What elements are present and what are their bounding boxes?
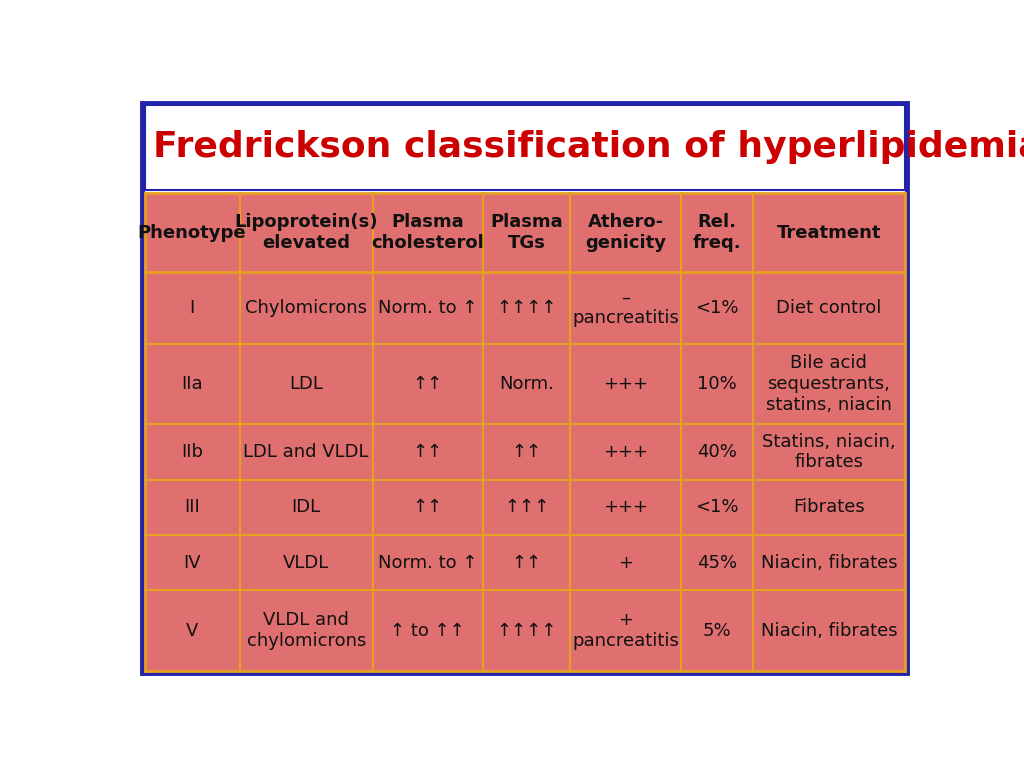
- Text: Norm. to ↑: Norm. to ↑: [378, 299, 477, 317]
- Text: V: V: [186, 622, 199, 640]
- Text: III: III: [184, 498, 200, 516]
- Text: ↑ to ↑↑: ↑ to ↑↑: [390, 622, 465, 640]
- Text: ↑↑↑↑: ↑↑↑↑: [497, 622, 557, 640]
- Text: +: +: [618, 554, 633, 571]
- Text: Fibrates: Fibrates: [793, 498, 865, 516]
- Text: <1%: <1%: [695, 498, 738, 516]
- Text: LDL: LDL: [290, 375, 324, 393]
- Text: I: I: [189, 299, 195, 317]
- Text: Phenotype: Phenotype: [138, 223, 247, 242]
- Text: Norm.: Norm.: [500, 375, 554, 393]
- Text: Treatment: Treatment: [776, 223, 882, 242]
- Text: 5%: 5%: [702, 622, 731, 640]
- Text: Plasma
TGs: Plasma TGs: [490, 214, 563, 252]
- Bar: [144, 104, 905, 190]
- Text: +++: +++: [603, 498, 648, 516]
- Text: VLDL: VLDL: [283, 554, 330, 571]
- Text: 45%: 45%: [696, 554, 737, 571]
- Text: Fredrickson classification of hyperlipidemias: Fredrickson classification of hyperlipid…: [153, 131, 1024, 164]
- Text: Statins, niacin,
fibrates: Statins, niacin, fibrates: [762, 432, 896, 472]
- Text: Chylomicrons: Chylomicrons: [245, 299, 368, 317]
- Text: ↑↑: ↑↑: [413, 375, 443, 393]
- Text: Lipoprotein(s)
elevated: Lipoprotein(s) elevated: [234, 214, 378, 252]
- Text: Norm. to ↑: Norm. to ↑: [378, 554, 477, 571]
- Text: 40%: 40%: [696, 443, 736, 461]
- Text: +
pancreatitis: + pancreatitis: [572, 611, 679, 650]
- Text: Diet control: Diet control: [776, 299, 882, 317]
- Text: 10%: 10%: [697, 375, 736, 393]
- Text: IIa: IIa: [181, 375, 203, 393]
- Text: ↑↑: ↑↑: [512, 554, 542, 571]
- Text: ↑↑↑: ↑↑↑: [504, 498, 550, 516]
- Text: IIb: IIb: [181, 443, 203, 461]
- Text: VLDL and
chylomicrons: VLDL and chylomicrons: [247, 611, 366, 650]
- Text: IV: IV: [183, 554, 201, 571]
- Text: Bile acid
sequestrants,
statins, niacin: Bile acid sequestrants, statins, niacin: [766, 354, 892, 414]
- Text: Niacin, fibrates: Niacin, fibrates: [761, 554, 897, 571]
- Text: Athero-
genicity: Athero- genicity: [585, 214, 666, 252]
- Text: +++: +++: [603, 443, 648, 461]
- Text: Plasma
cholesterol: Plasma cholesterol: [372, 214, 484, 252]
- Text: LDL and VLDL: LDL and VLDL: [244, 443, 369, 461]
- Bar: [144, 194, 905, 671]
- Text: ↑↑: ↑↑: [413, 443, 443, 461]
- Text: –
pancreatitis: – pancreatitis: [572, 289, 679, 327]
- Text: IDL: IDL: [292, 498, 321, 516]
- Text: ↑↑↑↑: ↑↑↑↑: [497, 299, 557, 317]
- Text: ↑↑: ↑↑: [512, 443, 542, 461]
- Text: ↑↑: ↑↑: [413, 498, 443, 516]
- Text: <1%: <1%: [695, 299, 738, 317]
- Text: Rel.
freq.: Rel. freq.: [692, 214, 741, 252]
- Text: +++: +++: [603, 375, 648, 393]
- Text: Niacin, fibrates: Niacin, fibrates: [761, 622, 897, 640]
